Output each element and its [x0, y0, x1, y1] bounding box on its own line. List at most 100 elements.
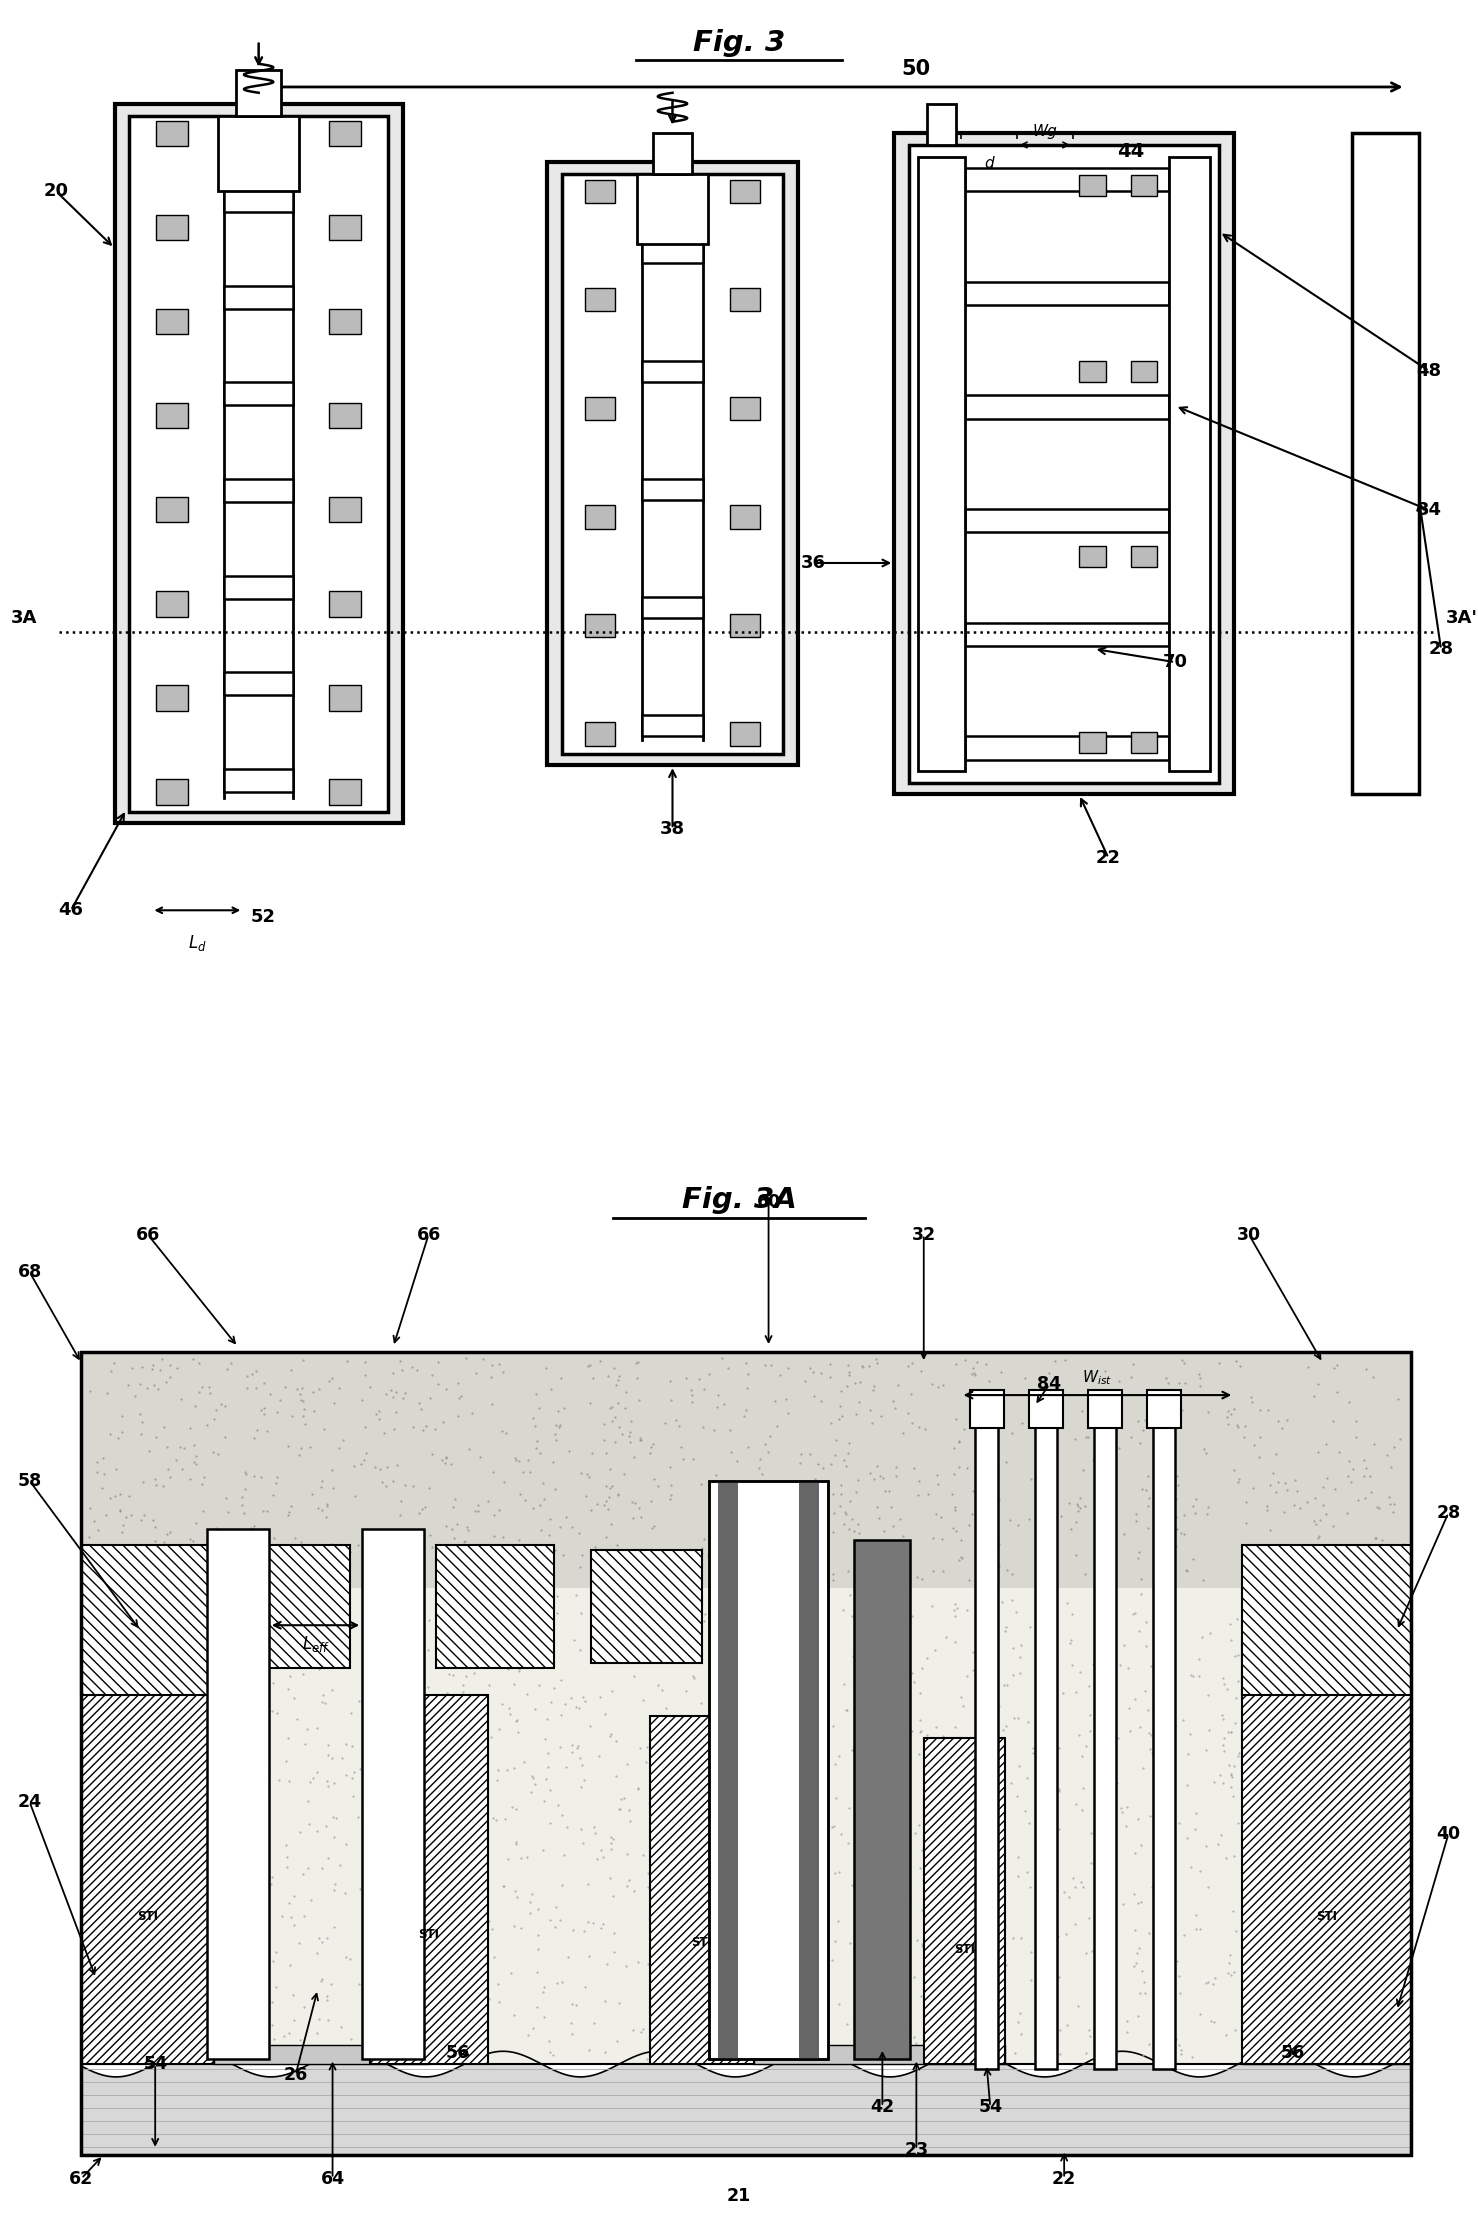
Point: [1079, 1815, 1103, 1851]
Point: [236, 1822, 260, 1858]
Point: [117, 1884, 140, 1920]
Point: [977, 1503, 1001, 1539]
Point: [562, 1621, 585, 1657]
Point: [1097, 1661, 1120, 1697]
Point: [353, 2032, 377, 2067]
Point: [1281, 2036, 1305, 2072]
Point: [829, 1374, 853, 1409]
Point: [278, 2016, 302, 2052]
Point: [958, 1563, 981, 1599]
Point: [251, 1594, 275, 1630]
Point: [640, 2009, 664, 2045]
Point: [1043, 1452, 1067, 1487]
Point: [1344, 1626, 1367, 1661]
Point: [1007, 2005, 1030, 2040]
Point: [1380, 1494, 1404, 1530]
Point: [576, 1904, 600, 1940]
Point: [1354, 1351, 1377, 1387]
Point: [1196, 1490, 1219, 1525]
Text: Wg: Wg: [1033, 123, 1057, 138]
Point: [569, 1456, 593, 1492]
Point: [86, 1454, 109, 1490]
Point: [893, 1976, 916, 2011]
Point: [965, 1505, 989, 1541]
Point: [297, 1851, 321, 1887]
Point: [1222, 1392, 1246, 1427]
Point: [1001, 1557, 1024, 1592]
Point: [1142, 1552, 1166, 1588]
Point: [245, 1628, 269, 1664]
Bar: [709, 1481, 828, 2058]
Point: [238, 2040, 262, 2076]
Point: [516, 1443, 539, 1478]
Point: [300, 1476, 324, 1512]
Point: [1346, 1820, 1370, 1855]
Point: [912, 1826, 936, 1862]
Point: [995, 1552, 1018, 1588]
Point: [158, 1514, 182, 1550]
Point: [1045, 1802, 1069, 1838]
Point: [225, 1980, 248, 2016]
Point: [801, 1541, 825, 1577]
Point: [231, 1487, 254, 1523]
Point: [183, 1929, 207, 1965]
Point: [816, 1532, 840, 1568]
Point: [718, 1813, 742, 1849]
Point: [1142, 1485, 1166, 1521]
Point: [720, 1846, 743, 1882]
Point: [316, 1768, 340, 1804]
Point: [430, 1902, 454, 1938]
Point: [797, 1545, 820, 1581]
Point: [587, 1563, 610, 1599]
Point: [987, 1891, 1011, 1927]
Point: [202, 1534, 226, 1570]
Point: [961, 1474, 984, 1510]
Point: [1246, 1889, 1270, 1924]
Point: [1007, 1748, 1030, 1784]
Point: [201, 1842, 225, 1878]
Point: [544, 1472, 568, 1507]
Point: [177, 1409, 201, 1445]
Point: [712, 1387, 736, 1423]
Point: [1373, 1577, 1397, 1612]
Point: [179, 1461, 202, 1496]
Point: [949, 1929, 973, 1965]
Point: [1018, 1461, 1042, 1496]
Point: [1064, 1675, 1088, 1710]
Point: [1258, 1559, 1281, 1594]
Point: [341, 2036, 365, 2072]
Point: [1290, 1875, 1314, 1911]
Point: [1066, 1485, 1089, 1521]
Point: [1335, 1494, 1358, 1530]
Point: [578, 1708, 602, 1744]
Point: [476, 1545, 500, 1581]
Point: [1382, 1429, 1406, 1465]
Point: [202, 1916, 226, 1951]
Point: [1299, 1539, 1323, 1574]
Bar: [591, 1550, 702, 1664]
Point: [1073, 1487, 1097, 1523]
Point: [235, 1456, 259, 1492]
Point: [1021, 1730, 1045, 1766]
Point: [967, 1427, 990, 1463]
Point: [402, 1467, 426, 1503]
Point: [1194, 1496, 1218, 1532]
Point: [944, 2003, 968, 2038]
Point: [315, 1487, 338, 1523]
Point: [961, 1652, 984, 1688]
Point: [587, 1552, 610, 1588]
Point: [405, 1351, 429, 1387]
Point: [868, 1842, 891, 1878]
Point: [1147, 1371, 1171, 1407]
Point: [1280, 1536, 1304, 1572]
Point: [166, 1945, 189, 1980]
Point: [293, 1898, 316, 1933]
Point: [730, 1762, 754, 1797]
Point: [674, 1898, 698, 1933]
Point: [310, 1924, 334, 1960]
Point: [1017, 1704, 1041, 1739]
Point: [364, 1766, 387, 1802]
Point: [865, 1340, 888, 1376]
Point: [503, 1996, 526, 2032]
Point: [445, 1507, 469, 1543]
